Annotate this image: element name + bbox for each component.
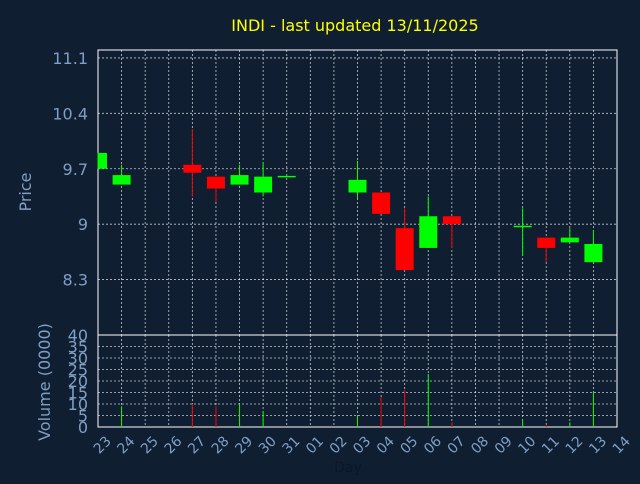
x-tick-label: 09 (492, 433, 516, 457)
x-axis-label: Day (334, 460, 362, 476)
x-tick-label: 14 (610, 433, 634, 457)
candle-body (513, 225, 532, 228)
price-tick-label: 10.4 (52, 104, 88, 123)
x-tick-label: 29 (232, 433, 256, 457)
volume-tick-label: 35 (68, 338, 88, 357)
x-tick-label: 07 (445, 433, 469, 457)
candle-body (537, 237, 556, 248)
price-tick-label: 11.1 (52, 49, 88, 68)
candle-body (230, 175, 249, 185)
x-tick-label: 11 (539, 433, 563, 457)
candle-body (348, 179, 367, 193)
x-tick-label: 13 (586, 433, 610, 457)
x-tick-label: 01 (303, 433, 327, 457)
candle-body (183, 164, 202, 173)
candle-body (277, 175, 296, 178)
x-tick-label: 28 (209, 433, 233, 457)
candle-body (98, 152, 107, 169)
x-tick-label: 27 (185, 433, 209, 457)
x-tick-label: 03 (350, 433, 374, 457)
candle-body (372, 192, 391, 214)
x-tick-label: 08 (468, 433, 492, 457)
candle-body (419, 216, 438, 248)
price-tick-label: 9 (78, 215, 88, 234)
x-axis: 23 24 25 26 27 28 29 30 31 01 02 03 04 05 06 07 08 09 10 11… (91, 433, 634, 457)
volume-tick-label: 20 (68, 372, 88, 391)
volume-tick-label: 15 (68, 384, 88, 403)
price-tick-label: 8.3 (63, 271, 88, 290)
candle-body (560, 237, 579, 243)
candle-body (254, 176, 273, 193)
x-tick-label: 25 (138, 433, 162, 457)
x-tick-label: 31 (280, 433, 304, 457)
x-tick-label: 26 (162, 433, 186, 457)
volume-tick-label: 40 (68, 326, 88, 345)
x-tick-label: 23 (91, 433, 115, 457)
volume-tick-label: 5 (78, 407, 88, 426)
volume-tick-label: 10 (68, 395, 88, 414)
x-tick-label: 06 (421, 433, 445, 457)
x-tick-label: 04 (374, 433, 398, 457)
x-tick-label: 30 (256, 433, 280, 457)
price-axis-label: Price (16, 172, 35, 211)
volume-tick-label: 0 (78, 418, 88, 437)
candle-body (206, 176, 225, 189)
volume-tick-label: 25 (68, 361, 88, 380)
price-tick-label: 9.7 (63, 160, 88, 179)
x-tick-label: 05 (397, 433, 421, 457)
x-tick-label: 12 (563, 433, 587, 457)
chart-title: INDI - last updated 13/11/2025 (231, 16, 478, 35)
candle-body (112, 175, 131, 185)
volume-axis-label: Volume (0000) (35, 323, 54, 441)
price-panel: 11.1 10.4 9.7 9 8.3 (52, 49, 618, 336)
candle-body (395, 228, 414, 271)
volume-tick-label: 30 (68, 349, 88, 368)
x-tick-label: 02 (327, 433, 351, 457)
candle-body (442, 216, 461, 225)
x-tick-label: 24 (114, 433, 138, 457)
x-tick-label: 10 (515, 433, 539, 457)
candle-body (584, 243, 603, 263)
